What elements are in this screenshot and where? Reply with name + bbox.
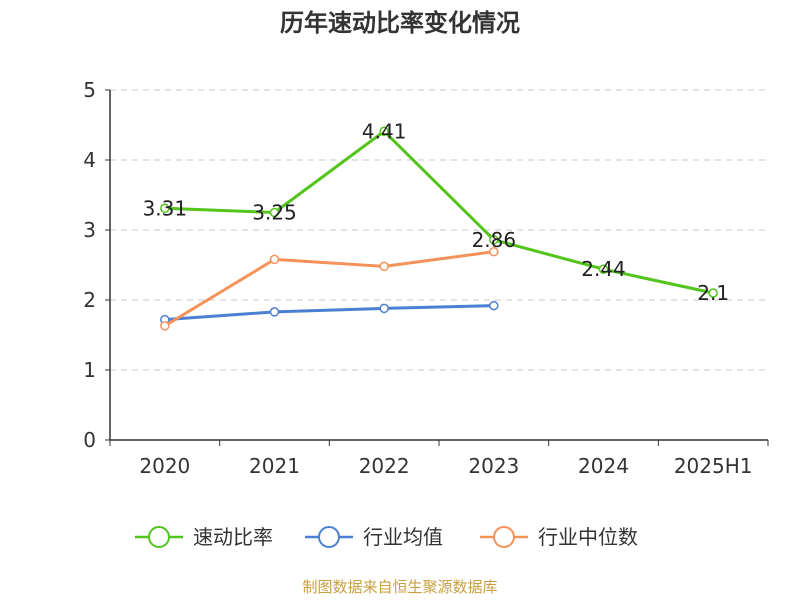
series-0-point-3	[489, 235, 499, 245]
x-tick-label-5: 2025H1	[674, 454, 753, 478]
legend-item-2[interactable]: 行业中位数	[480, 525, 638, 549]
y-tick-label-2: 2	[83, 288, 96, 312]
series-2-point-0	[160, 321, 170, 331]
y-tick-label-1: 1	[83, 358, 96, 382]
x-tick-label-1: 2021	[249, 454, 300, 478]
legend-swatch-marker-2	[493, 526, 515, 548]
series-2-point-2	[379, 261, 389, 272]
legend-swatch-marker-0	[148, 526, 170, 548]
series-0-point-1	[269, 207, 280, 218]
series-line-0	[164, 129, 714, 295]
series-0-label-0: 3.31	[143, 196, 188, 220]
series-0-point-5	[708, 288, 718, 298]
y-tick-label-3: 3	[83, 218, 96, 242]
series-0-label-3: 2.86	[472, 228, 517, 252]
x-tick-label-4: 2024	[578, 454, 629, 478]
legend-label-2: 行业中位数	[538, 525, 638, 549]
series-0-point-4	[598, 264, 609, 274]
source-note: 制图数据来自恒生聚源数据库	[302, 578, 497, 596]
legend-item-1[interactable]: 行业均值	[305, 525, 443, 549]
grid	[110, 89, 768, 371]
series-layer	[160, 126, 718, 331]
legend-label-0: 速动比率	[193, 525, 273, 549]
y-tick-label-0: 0	[83, 428, 96, 452]
series-line-1	[164, 304, 494, 322]
series-0-point-2	[379, 126, 389, 137]
series-1-point-3	[489, 300, 499, 311]
chart-title: 历年速动比率变化情况	[280, 9, 520, 37]
data-labels: 3.31 3.25 4.41 2.86 2.44 2.1	[143, 119, 730, 305]
series-line-2	[164, 250, 495, 328]
y-tick-label-5: 5	[83, 78, 96, 102]
series-0-label-5: 2.1	[697, 281, 729, 305]
y-tick-label-4: 4	[83, 148, 96, 172]
series-1-point-1	[269, 307, 280, 317]
legend: 速动比率 行业均值 行业中位数	[135, 525, 638, 549]
series-0-point-0	[160, 203, 170, 214]
x-tick-label-0: 2020	[139, 454, 190, 478]
series-1-point-2	[379, 303, 389, 314]
series-2-point-1	[269, 254, 280, 265]
x-tick-label-2: 2022	[359, 454, 410, 478]
series-0-label-1: 3.25	[252, 201, 297, 225]
legend-label-1: 行业均值	[363, 525, 443, 549]
series-2-point-3	[489, 246, 499, 257]
series-0-label-2: 4.41	[362, 119, 407, 143]
axes: 0 1 2 3 4 5 2020 2021 2022 2023 2024 2025H1	[83, 78, 769, 478]
x-tick-label-3: 2023	[468, 454, 519, 478]
legend-item-0[interactable]: 速动比率	[135, 525, 273, 549]
series-0-label-4: 2.44	[581, 257, 626, 281]
legend-swatch-marker-1	[318, 526, 340, 548]
